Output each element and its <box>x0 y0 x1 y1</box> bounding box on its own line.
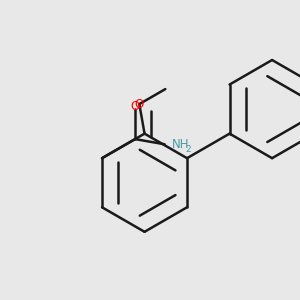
Text: NH: NH <box>172 138 189 151</box>
Text: 2: 2 <box>185 145 191 154</box>
Text: O: O <box>135 98 144 111</box>
Text: O: O <box>130 100 140 113</box>
